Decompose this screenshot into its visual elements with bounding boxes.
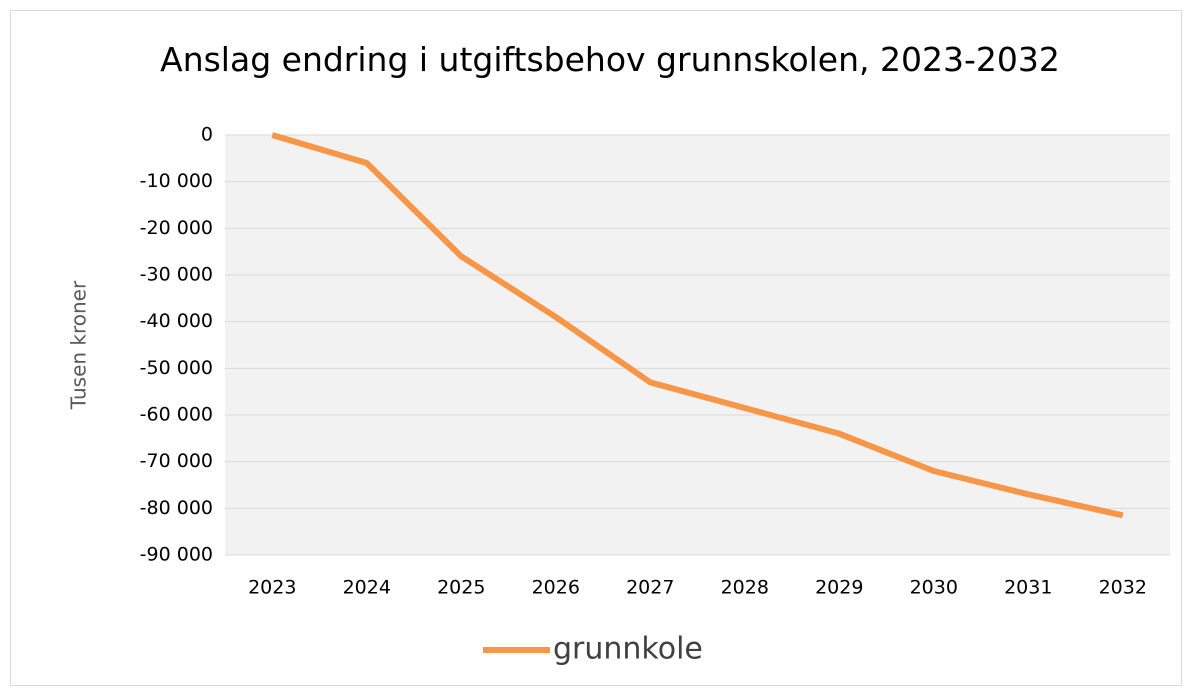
y-tick-label: -60 000 xyxy=(140,404,213,426)
line-series xyxy=(271,132,1124,519)
x-tick-label: 2032 xyxy=(1099,577,1147,599)
plot-area xyxy=(225,135,1170,555)
x-tick-label: 2026 xyxy=(532,577,580,599)
x-tick-label: 2027 xyxy=(626,577,674,599)
y-tick-label: -10 000 xyxy=(140,170,213,192)
chart-title: Anslag endring i utgiftsbehov grunnskole… xyxy=(160,40,1060,79)
legend-label: grunnkole xyxy=(553,632,703,667)
x-tick-label: 2029 xyxy=(815,577,863,599)
y-tick-label: -90 000 xyxy=(140,544,213,566)
y-axis-label: Tusen kroner xyxy=(67,280,91,410)
x-tick-label: 2030 xyxy=(910,577,958,599)
x-tick-label: 2023 xyxy=(248,577,296,599)
y-tick-label: -30 000 xyxy=(140,264,213,286)
y-tick-label: -70 000 xyxy=(140,450,213,472)
chart-frame xyxy=(10,10,1182,686)
y-tick-label: -50 000 xyxy=(140,357,213,379)
y-tick-label: -80 000 xyxy=(140,497,213,519)
x-tick-label: 2024 xyxy=(343,577,391,599)
y-tick-label: -20 000 xyxy=(140,217,213,239)
y-tick-label: -40 000 xyxy=(140,310,213,332)
y-tick-label: 0 xyxy=(201,124,213,146)
x-tick-label: 2028 xyxy=(721,577,769,599)
x-tick-label: 2025 xyxy=(437,577,485,599)
x-tick-label: 2031 xyxy=(1004,577,1052,599)
